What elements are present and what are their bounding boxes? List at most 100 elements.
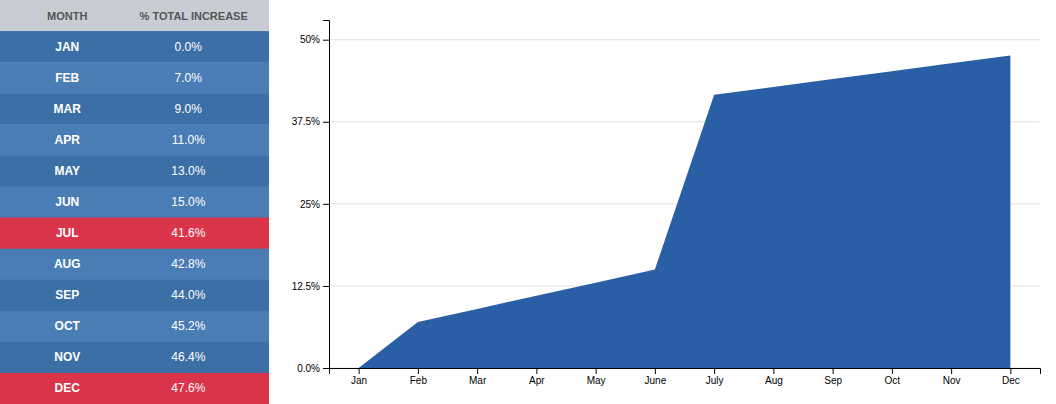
x-tick: Nov bbox=[943, 368, 961, 386]
area-chart: 0.0%12.5%25%37.5%50%JanFebMarAprMayJuneJ… bbox=[292, 21, 1041, 387]
row-background bbox=[0, 31, 269, 63]
y-tick: 25% bbox=[300, 199, 329, 210]
tick-mark bbox=[477, 368, 478, 374]
x-tick: Mar bbox=[469, 368, 487, 386]
table-row: JUN 15.0% bbox=[0, 186, 269, 218]
table-row: DEC 47.6% bbox=[0, 373, 269, 404]
tick-mark bbox=[323, 286, 329, 287]
tick-mark bbox=[323, 368, 329, 369]
tick-mark bbox=[892, 368, 893, 374]
x-tick: Dec bbox=[1002, 368, 1020, 386]
row-background bbox=[0, 93, 269, 125]
tick-mark bbox=[536, 368, 537, 374]
month-label: DEC bbox=[55, 381, 81, 395]
tick-mark bbox=[323, 122, 329, 123]
tick-label: May bbox=[587, 375, 606, 386]
table-row: SEP 44.0% bbox=[0, 280, 269, 312]
tick-label: July bbox=[706, 375, 724, 386]
row-background bbox=[0, 311, 269, 343]
x-tick: Oct bbox=[885, 368, 901, 386]
value-label: 7.0% bbox=[175, 71, 203, 85]
month-label: MAY bbox=[54, 164, 80, 178]
x-tick: May bbox=[587, 368, 606, 386]
table: MONTH % TOTAL INCREASE JAN0.0% FEB 7.0% MAR 9.… bbox=[0, 0, 269, 404]
value-label: 13.0% bbox=[171, 164, 205, 178]
tick-mark bbox=[596, 368, 597, 374]
tick-label: 37.5% bbox=[292, 116, 320, 127]
y-tick: 50% bbox=[300, 34, 329, 45]
value-label: 41.6% bbox=[171, 226, 205, 240]
column-header: % TOTAL INCREASE bbox=[140, 10, 248, 22]
value-label: 47.6% bbox=[171, 381, 205, 395]
month-label: AUG bbox=[54, 257, 81, 271]
x-tick: Aug bbox=[765, 368, 783, 386]
axis-line bbox=[323, 21, 330, 369]
x-tick: Apr bbox=[529, 368, 545, 386]
table-row: AUG42.8% bbox=[0, 249, 269, 281]
value-label: 46.4% bbox=[171, 350, 205, 364]
tick-mark bbox=[359, 368, 360, 374]
month-label: JUL bbox=[56, 226, 79, 240]
month-label: SEP bbox=[55, 288, 79, 302]
x-tick: Feb bbox=[410, 368, 428, 386]
table-row: JAN0.0% bbox=[0, 31, 269, 63]
table-row: FEB 7.0% bbox=[0, 62, 269, 94]
tick-label: 50% bbox=[300, 34, 320, 45]
month-label: MAR bbox=[54, 102, 82, 116]
value-label: 9.0% bbox=[175, 102, 203, 116]
tick-mark bbox=[1010, 368, 1011, 374]
tick-mark bbox=[773, 368, 774, 374]
month-label: APR bbox=[55, 133, 81, 147]
y-tick: 0.0% bbox=[297, 363, 329, 374]
row-background bbox=[0, 280, 269, 312]
y-axis: 0.0% 12.5% 25% 37.5% 50% bbox=[292, 21, 330, 374]
tick-label: Mar bbox=[469, 375, 487, 386]
table-row: NOV46.4% bbox=[0, 342, 269, 374]
tick-label: 12.5% bbox=[292, 281, 320, 292]
month-label: JAN bbox=[55, 40, 79, 54]
tick-label: Nov bbox=[943, 375, 961, 386]
table-header bbox=[0, 0, 269, 31]
month-label: FEB bbox=[55, 71, 79, 85]
tick-label: Apr bbox=[529, 375, 545, 386]
y-tick: 12.5% bbox=[292, 281, 329, 292]
tick-mark bbox=[833, 368, 834, 374]
value-label: 15.0% bbox=[171, 195, 205, 209]
row-background bbox=[0, 218, 269, 250]
axis-line bbox=[330, 369, 1041, 375]
tick-mark bbox=[323, 40, 329, 41]
chart-root: MONTH% TOTAL INCREASEJAN0.0%FEB7.0%MAR9.… bbox=[0, 0, 1056, 404]
area bbox=[359, 55, 1011, 368]
tick-mark bbox=[323, 204, 329, 205]
x-tick: Jan bbox=[351, 368, 367, 386]
value-label: 45.2% bbox=[171, 319, 205, 333]
tick-mark bbox=[655, 368, 656, 374]
tick-label: 0.0% bbox=[297, 363, 320, 374]
month-label: OCT bbox=[55, 319, 81, 333]
row-background bbox=[0, 186, 269, 218]
table-row: APR 11.0% bbox=[0, 124, 269, 156]
table-row: OCT 45.2% bbox=[0, 311, 269, 343]
tick-mark bbox=[714, 368, 715, 374]
tick-label: Jan bbox=[351, 375, 367, 386]
row-background bbox=[0, 373, 269, 404]
tick-label: Aug bbox=[765, 375, 783, 386]
plot-area bbox=[359, 55, 1011, 368]
x-axis: Jan Feb Mar Apr May June July Aug Sep Oct Nov Dec bbox=[330, 368, 1041, 386]
column-header: MONTH bbox=[47, 10, 87, 22]
table-row: MAR 9.0% bbox=[0, 93, 269, 125]
tick-label: June bbox=[645, 375, 667, 386]
row-background bbox=[0, 342, 269, 374]
tick-label: 25% bbox=[300, 199, 320, 210]
month-label: JUN bbox=[55, 195, 79, 209]
x-tick: Sep bbox=[824, 368, 842, 386]
row-background bbox=[0, 62, 269, 94]
tick-label: Oct bbox=[885, 375, 901, 386]
row-background bbox=[0, 249, 269, 281]
grid-line bbox=[329, 39, 1040, 40]
value-label: 44.0% bbox=[171, 288, 205, 302]
tick-mark bbox=[418, 368, 419, 374]
x-tick: July bbox=[706, 368, 724, 386]
table-row: MAY 13.0% bbox=[0, 155, 269, 187]
value-label: 11.0% bbox=[172, 133, 205, 147]
